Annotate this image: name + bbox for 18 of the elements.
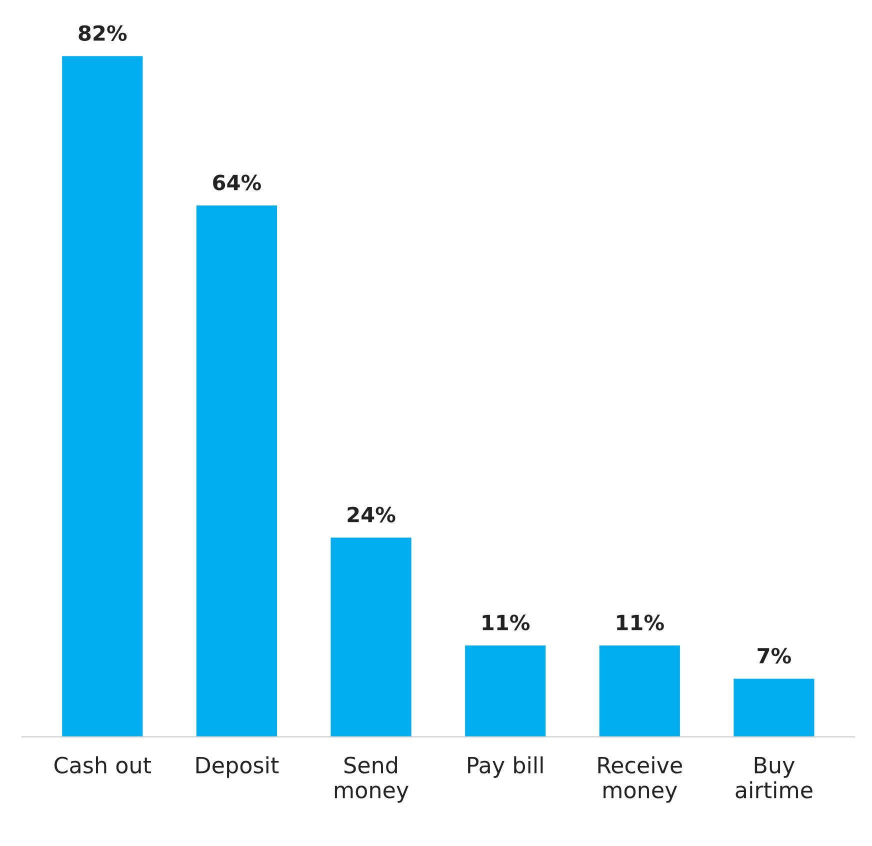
data-label: 7%: [758, 648, 791, 664]
bar: [734, 678, 814, 737]
bar: [465, 646, 546, 737]
data-label: 11%: [617, 614, 664, 630]
bar: [62, 56, 143, 737]
x-tick-label: Buy airtime: [736, 756, 812, 798]
x-tick-label: Cash out: [54, 756, 151, 774]
bar: [330, 538, 412, 737]
x-tick-label: Receive money: [598, 756, 682, 803]
data-label: 64%: [213, 174, 261, 190]
data-label: 24%: [348, 506, 396, 522]
bar: [599, 646, 680, 737]
bar: [196, 206, 277, 737]
x-tick-label: Pay bill: [468, 756, 543, 778]
x-tick-label: Send money: [334, 756, 408, 803]
data-label: 11%: [482, 614, 530, 630]
data-label: 82%: [78, 25, 127, 41]
x-tick-label: Deposit: [196, 756, 279, 778]
